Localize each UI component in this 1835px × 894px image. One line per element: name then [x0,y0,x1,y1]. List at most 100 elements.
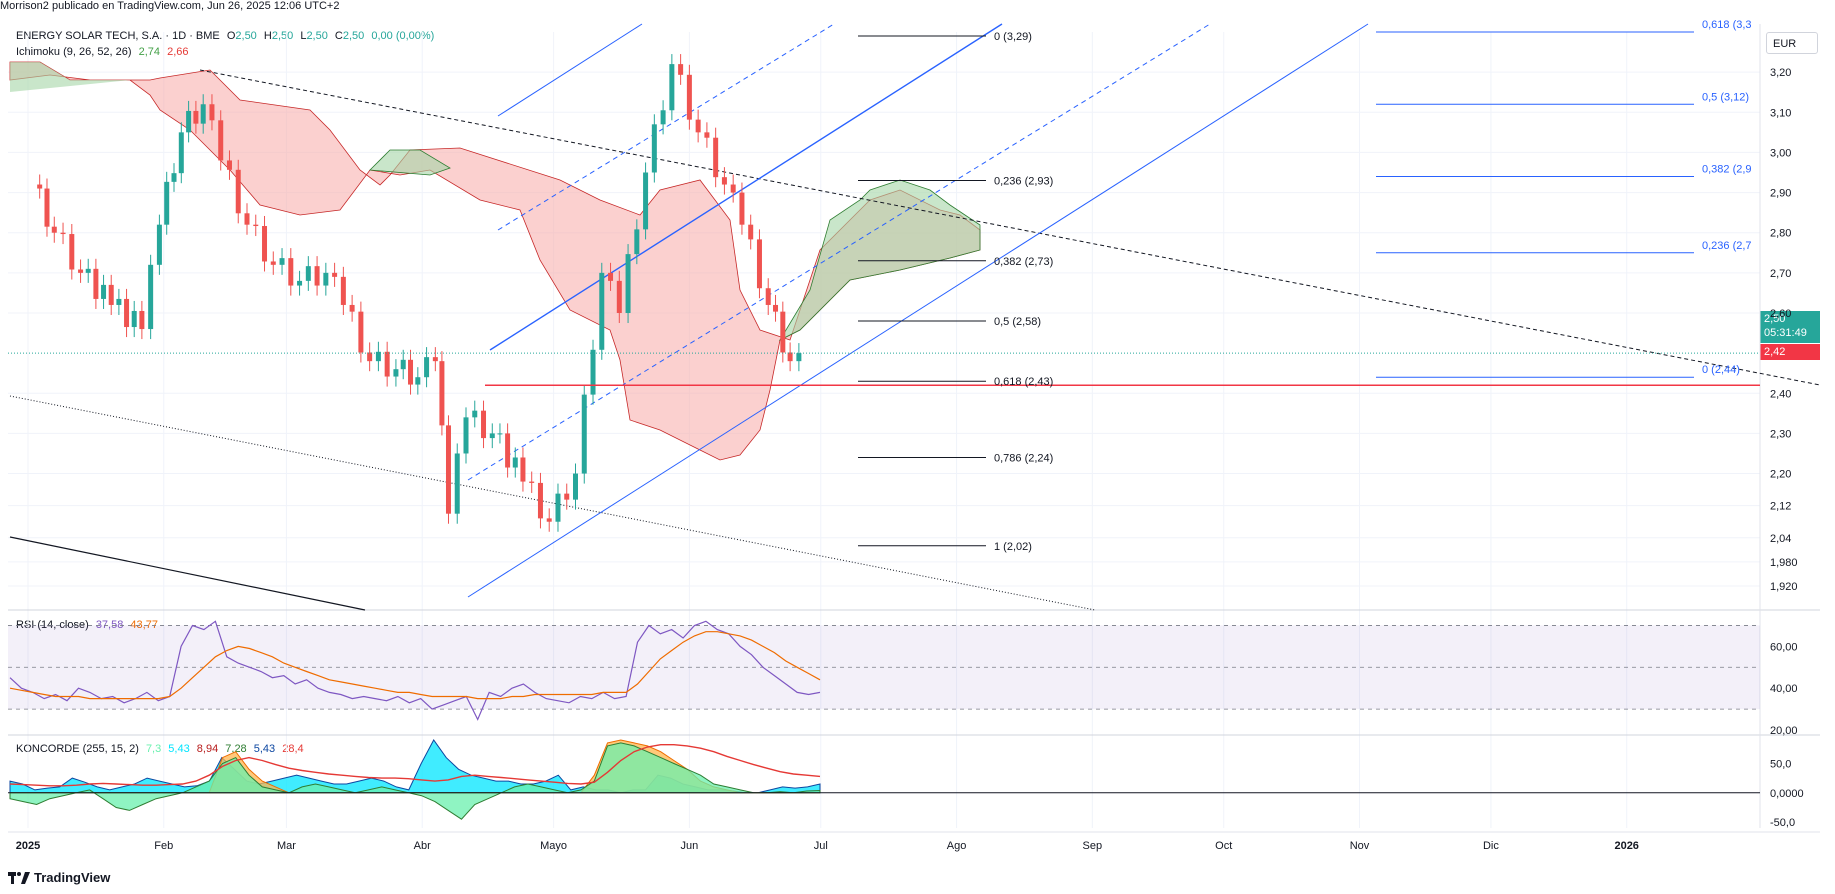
price-tick-label: 3,10 [1770,107,1791,119]
candle-body [787,352,793,362]
publish-header: Morrison2 publicado en TradingView.com, … [0,0,340,12]
price-tick-label: 1,980 [1770,557,1798,569]
candle-body [608,272,614,281]
currency-label: EUR [1773,38,1797,50]
candle-body [489,433,495,439]
candle-body [660,110,666,125]
tradingview-logo-icon [8,871,30,884]
candle-body [332,272,338,277]
candle-body [573,473,578,500]
fib-level-label: 0,382 (2,73) [994,256,1053,268]
candle-body [375,351,381,362]
time-tick-label: Dic [1483,840,1499,852]
candle-body [463,417,469,454]
fib-level-label-blue: 0,618 (3,3 [1702,19,1752,31]
price-tick-label: 2,20 [1770,469,1791,481]
koncorde-ma-line [9,744,821,787]
channel-median-dashed [467,23,1211,481]
candle-body [643,172,649,230]
candle-body [439,361,445,426]
price-tick-label: 2,30 [1770,428,1791,440]
candle-body [400,359,406,370]
price-tick-label: 1,920 [1770,581,1798,593]
fib-level-label-blue: 0,382 (2,9 [1702,164,1752,176]
price-tick-label: 2,80 [1770,228,1791,240]
high-value: 2,50 [271,30,294,42]
rsi-ma-line [9,631,821,700]
tradingview-logo-text: TradingView [34,870,111,885]
channel-lower [467,23,1369,598]
candle-body [218,120,224,161]
candle-body [51,226,57,233]
candle-body [270,261,276,265]
fib-level-label: 0 (3,29) [994,31,1032,43]
candle-body [472,410,478,418]
candle-body [93,268,99,299]
candle-body [156,224,162,265]
trendline-dotted [9,395,1096,611]
fib-level-label-blue: 0,5 (3,12) [1702,91,1749,103]
koncorde-legend[interactable]: KONCORDE (255, 15, 2) 7,3 5,43 8,94 7,28… [16,743,308,755]
koncorde-tick-label: 0,0000 [1770,788,1804,800]
candle-body [529,481,535,483]
rsi-value: 37,58 [95,619,124,631]
rsi-name: RSI (14, close) [16,619,89,631]
ichimoku-legend[interactable]: Ichimoku (9, 26, 52, 26) 2,74 2,66 [16,46,193,58]
candle-body [393,369,399,377]
ohlc-values: O2,50 H2,50 L2,50 C2,50 0,00 (0,00%) [227,30,439,42]
candle-body [148,264,154,330]
candle-body [590,349,596,395]
symbol-name: ENERGY SOLAR TECH, S.A. · 1D · BME [16,30,220,42]
candle-body [288,258,294,286]
candle-body [634,229,640,255]
currency-selector[interactable]: EUR [1766,32,1818,54]
candle-body [415,377,421,385]
time-tick-label: 2026 [1614,840,1638,852]
ichimoku-value-1: 2,74 [138,46,161,58]
candle-body [454,453,460,514]
last-price-tag: 2,50 05:31:49 [1760,311,1820,343]
time-tick-label: Jul [814,840,828,852]
trendline-solid [9,536,366,611]
candle-body [200,104,206,124]
symbol-legend[interactable]: ENERGY SOLAR TECH, S.A. · 1D · BME O 2,50… [16,30,442,42]
close-label: C [334,30,343,42]
rsi-tick-label: 60,00 [1770,641,1798,653]
fib-level-label-blue: 0,236 (2,7 [1702,240,1752,252]
candle-body [116,298,122,305]
candle-body [773,304,779,312]
candle-body [340,276,346,305]
candle-body [37,184,43,189]
candle-body [730,184,736,193]
price-tick-label: 3,00 [1770,147,1791,159]
channel-median-dashed [497,23,835,231]
candle-body [279,258,285,265]
candle-body [546,518,552,522]
fib-level-label: 0,618 (2,43) [994,376,1053,388]
candle-body [384,351,390,377]
candle-body [739,192,745,225]
bar-countdown: 05:31:49 [1764,327,1807,339]
rsi-legend[interactable]: RSI (14, close) 37,58 43,77 [16,619,162,631]
candle-body [349,304,355,312]
candle-body [537,482,543,519]
candle-body [124,298,130,328]
candle-body [695,119,701,133]
rsi-ma-value: 43,77 [130,619,158,631]
candle-body [226,160,232,170]
candle-body [408,359,414,385]
candle-body [445,425,451,514]
candle-body [796,353,802,362]
low-value: 2,50 [306,30,328,42]
candle-body [44,188,50,227]
time-tick-label: Oct [1215,840,1232,852]
candle-body [713,137,719,178]
candle-body [564,493,570,500]
rsi-tick-label: 20,00 [1770,725,1798,737]
open-label: O [226,30,236,42]
close-value: 2,50 [342,30,365,42]
koncorde-value-3: 8,94 [196,743,219,755]
fib-level-label: 0,786 (2,24) [994,452,1053,464]
candle-body [314,266,320,286]
